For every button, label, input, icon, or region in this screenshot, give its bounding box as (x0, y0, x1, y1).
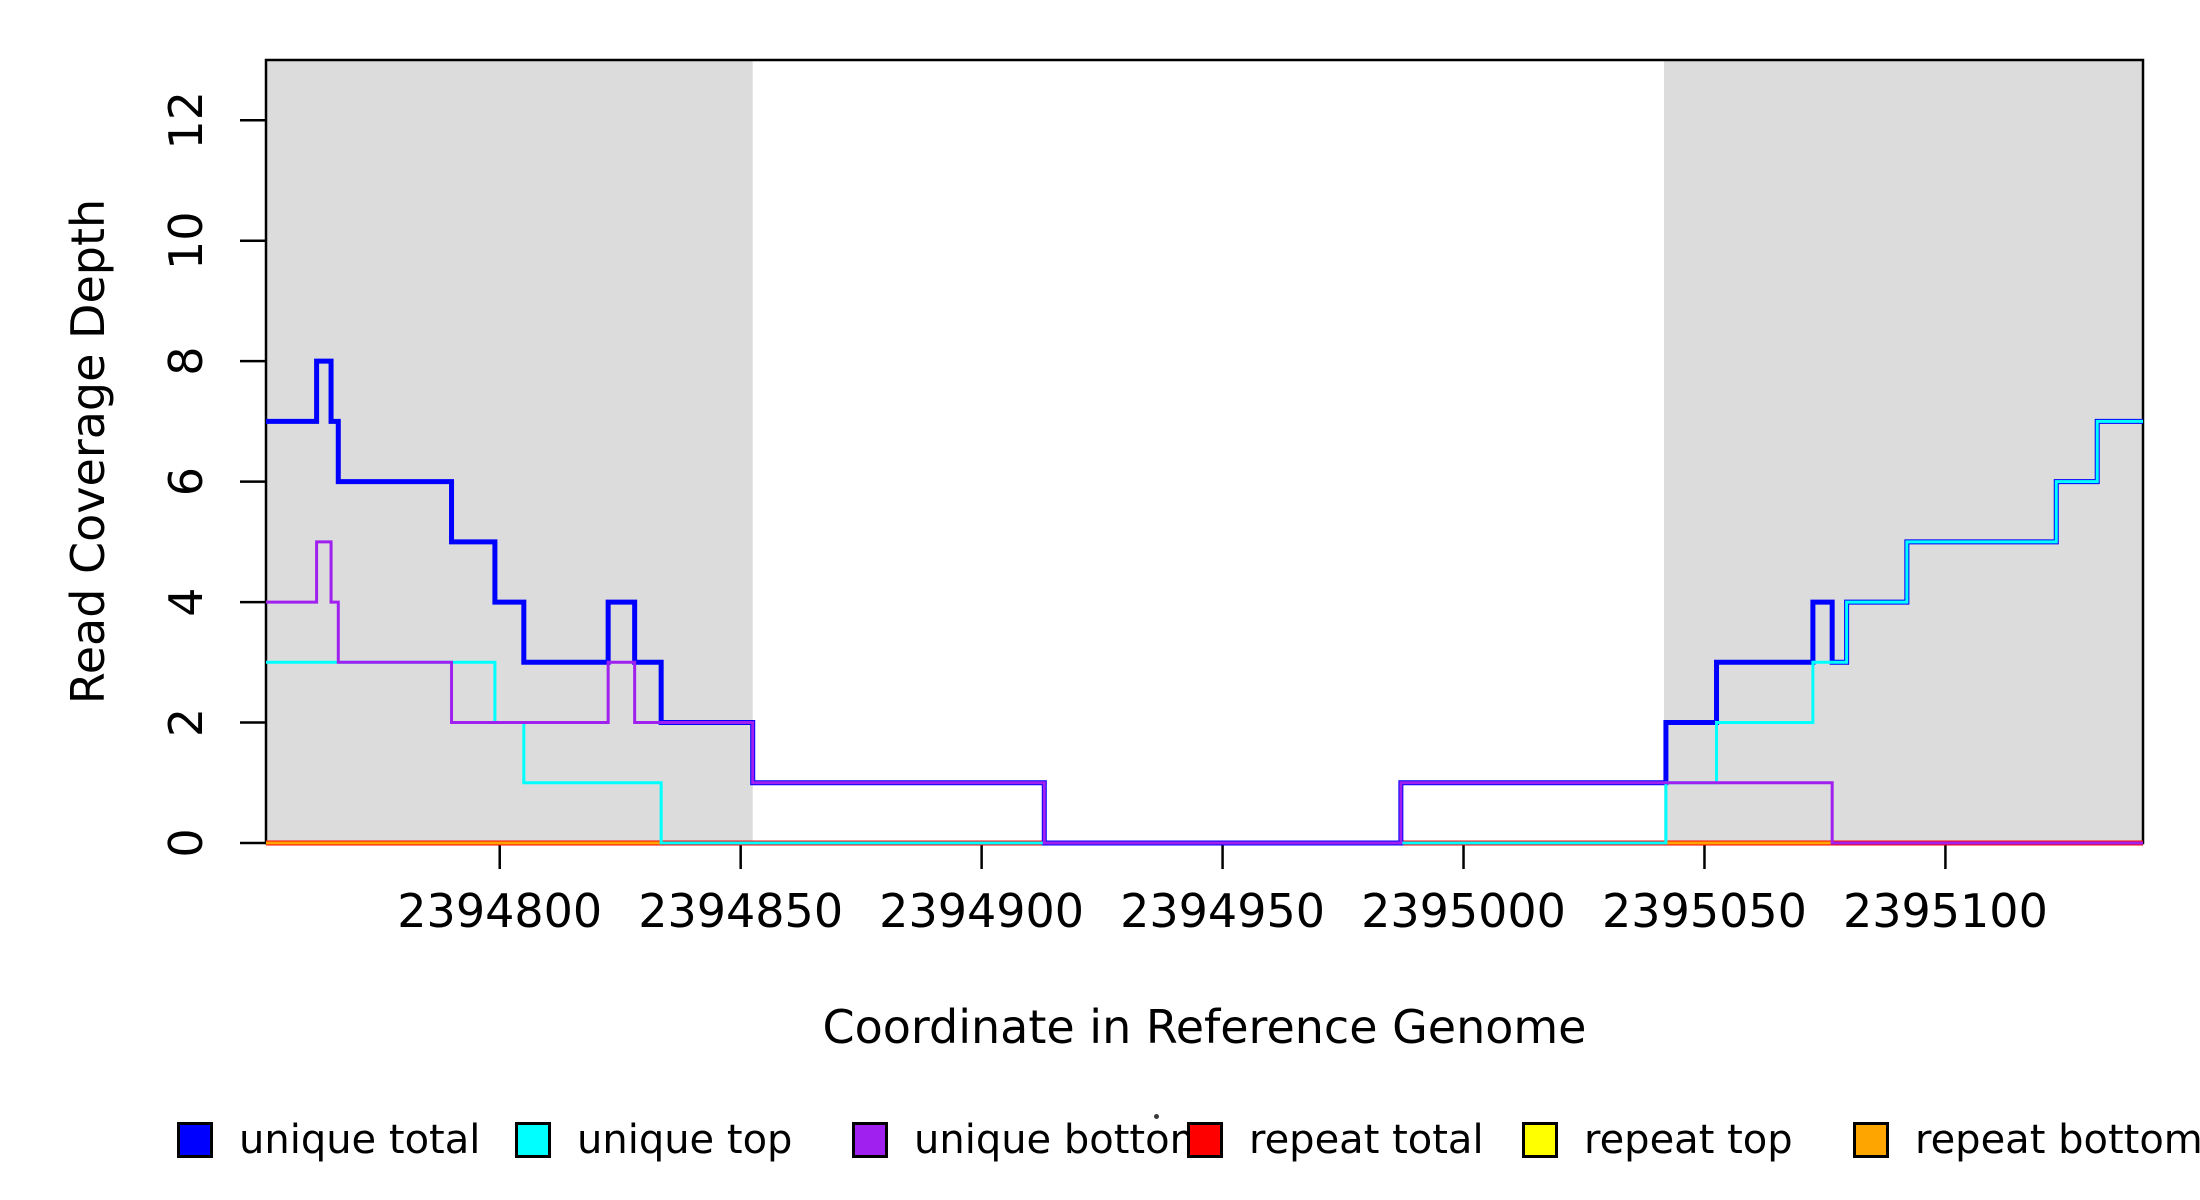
legend-label: unique top (577, 1117, 793, 1163)
series-unique-top (266, 419, 2143, 845)
y-tick-label: 4 (159, 587, 213, 616)
x-tick-label: 2394900 (879, 884, 1084, 938)
legend-item-unique-bottom: unique bottom (852, 1116, 1209, 1164)
legend-item-unique-total: unique total (177, 1116, 480, 1164)
series-unique-bottom (266, 540, 2143, 845)
y-tick-label: 2 (159, 708, 213, 737)
legend-item-repeat-bottom: repeat bottom (1853, 1116, 2200, 1164)
y-tick-label: 12 (159, 91, 213, 150)
y-axis-title: Read Coverage Depth (61, 199, 115, 704)
x-axis-title: Coordinate in Reference Genome (823, 1000, 1587, 1054)
y-tick-label: 10 (159, 211, 213, 270)
unique-total-swatch-icon (177, 1122, 213, 1158)
unique-top-swatch-icon (515, 1122, 551, 1158)
x-tick-label: 2395050 (1602, 884, 1807, 938)
x-tick-label: 2394800 (397, 884, 602, 938)
legend-label: unique total (239, 1117, 481, 1163)
right-flank-band (1663, 60, 2143, 843)
y-tick-label: 6 (159, 467, 213, 496)
repeat-total-swatch-icon (1187, 1122, 1223, 1158)
y-tick-label: 8 (159, 347, 213, 376)
legend-item-repeat-top: repeat top (1522, 1116, 1793, 1164)
y-tick-label: 0 (159, 828, 213, 857)
stray-dot (1154, 1114, 1159, 1119)
x-tick-label: 2395100 (1843, 884, 2048, 938)
x-tick-label: 2394950 (1120, 884, 1325, 938)
unique-bottom-swatch-icon (852, 1122, 888, 1158)
legend-item-unique-top: unique top (515, 1116, 792, 1164)
legend-label: repeat top (1584, 1117, 1793, 1163)
left-flank-band (266, 60, 753, 843)
legend-label: unique bottom (914, 1117, 1209, 1163)
legend-label: repeat total (1249, 1117, 1484, 1163)
legend-label: repeat bottom (1915, 1117, 2200, 1163)
x-tick-label: 2394850 (638, 884, 843, 938)
x-tick-label: 2395000 (1361, 884, 1566, 938)
legend-item-repeat-total: repeat total (1187, 1116, 1484, 1164)
repeat-bottom-swatch-icon (1853, 1122, 1889, 1158)
repeat-top-swatch-icon (1522, 1122, 1558, 1158)
